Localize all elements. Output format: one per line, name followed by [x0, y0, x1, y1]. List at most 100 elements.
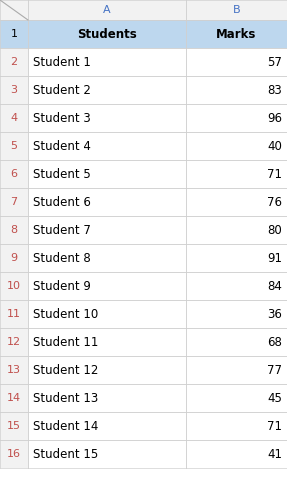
Bar	[0, 20, 28, 48]
Bar	[0, 76, 28, 104]
Text: 57: 57	[267, 56, 282, 68]
Text: 80: 80	[267, 224, 282, 237]
Bar	[0, 356, 28, 384]
Text: 77: 77	[267, 364, 282, 376]
Text: 6: 6	[11, 169, 18, 179]
Bar	[186, 328, 287, 356]
Text: 2: 2	[10, 57, 18, 67]
Text: Student 12: Student 12	[33, 364, 98, 376]
Text: Marks: Marks	[216, 27, 257, 41]
Text: 3: 3	[11, 85, 18, 95]
Text: Student 1: Student 1	[33, 56, 91, 68]
Text: Student 13: Student 13	[33, 391, 98, 404]
Bar	[28, 76, 186, 104]
Text: Student 2: Student 2	[33, 83, 91, 96]
Text: 15: 15	[7, 421, 21, 431]
Bar	[28, 412, 186, 440]
Bar	[0, 300, 28, 328]
Bar	[28, 356, 186, 384]
Text: 14: 14	[7, 393, 21, 403]
Text: 68: 68	[267, 335, 282, 349]
Bar	[0, 216, 28, 244]
Text: 1: 1	[11, 29, 18, 39]
Text: 41: 41	[267, 447, 282, 460]
Text: Students: Students	[77, 27, 137, 41]
Text: 45: 45	[267, 391, 282, 404]
Bar	[28, 272, 186, 300]
Text: Student 6: Student 6	[33, 195, 91, 208]
Bar	[0, 188, 28, 216]
Bar	[186, 188, 287, 216]
Bar	[186, 272, 287, 300]
Bar	[0, 440, 28, 468]
Bar	[28, 48, 186, 76]
Bar	[28, 20, 186, 48]
Bar	[186, 132, 287, 160]
Text: 13: 13	[7, 365, 21, 375]
Text: 71: 71	[267, 420, 282, 433]
Bar	[0, 328, 28, 356]
Bar	[0, 48, 28, 76]
Bar	[28, 132, 186, 160]
Text: Student 5: Student 5	[33, 168, 91, 181]
Text: 9: 9	[10, 253, 18, 263]
Text: 76: 76	[267, 195, 282, 208]
Text: Student 9: Student 9	[33, 280, 91, 293]
Bar	[186, 48, 287, 76]
Bar	[0, 0, 28, 20]
Bar	[0, 244, 28, 272]
Bar	[28, 188, 186, 216]
Bar	[186, 300, 287, 328]
Text: 71: 71	[267, 168, 282, 181]
Text: A: A	[103, 5, 111, 15]
Bar	[186, 20, 287, 48]
Text: B: B	[233, 5, 240, 15]
Bar	[28, 300, 186, 328]
Bar	[28, 440, 186, 468]
Bar	[28, 104, 186, 132]
Text: 96: 96	[267, 112, 282, 125]
Bar	[186, 356, 287, 384]
Bar	[0, 412, 28, 440]
Bar	[28, 0, 186, 20]
Bar	[28, 384, 186, 412]
Text: 4: 4	[10, 113, 18, 123]
Text: 5: 5	[11, 141, 18, 151]
Text: 7: 7	[10, 197, 18, 207]
Bar	[186, 216, 287, 244]
Bar	[0, 160, 28, 188]
Text: Student 7: Student 7	[33, 224, 91, 237]
Bar	[186, 384, 287, 412]
Bar	[186, 440, 287, 468]
Bar	[28, 328, 186, 356]
Text: Student 8: Student 8	[33, 251, 91, 264]
Bar	[186, 104, 287, 132]
Text: Student 11: Student 11	[33, 335, 98, 349]
Bar	[28, 244, 186, 272]
Text: Student 14: Student 14	[33, 420, 98, 433]
Bar	[186, 244, 287, 272]
Text: 84: 84	[267, 280, 282, 293]
Text: 91: 91	[267, 251, 282, 264]
Text: 11: 11	[7, 309, 21, 319]
Bar	[186, 76, 287, 104]
Text: 10: 10	[7, 281, 21, 291]
Text: 36: 36	[267, 308, 282, 320]
Text: 83: 83	[267, 83, 282, 96]
Text: Student 3: Student 3	[33, 112, 91, 125]
Bar	[186, 0, 287, 20]
Text: 8: 8	[10, 225, 18, 235]
Text: Student 10: Student 10	[33, 308, 98, 320]
Bar	[186, 412, 287, 440]
Bar	[0, 132, 28, 160]
Text: Student 15: Student 15	[33, 447, 98, 460]
Bar	[0, 272, 28, 300]
Text: 40: 40	[267, 139, 282, 152]
Bar	[28, 160, 186, 188]
Text: Student 4: Student 4	[33, 139, 91, 152]
Bar	[0, 384, 28, 412]
Bar	[186, 160, 287, 188]
Text: 16: 16	[7, 449, 21, 459]
Bar	[28, 216, 186, 244]
Text: 12: 12	[7, 337, 21, 347]
